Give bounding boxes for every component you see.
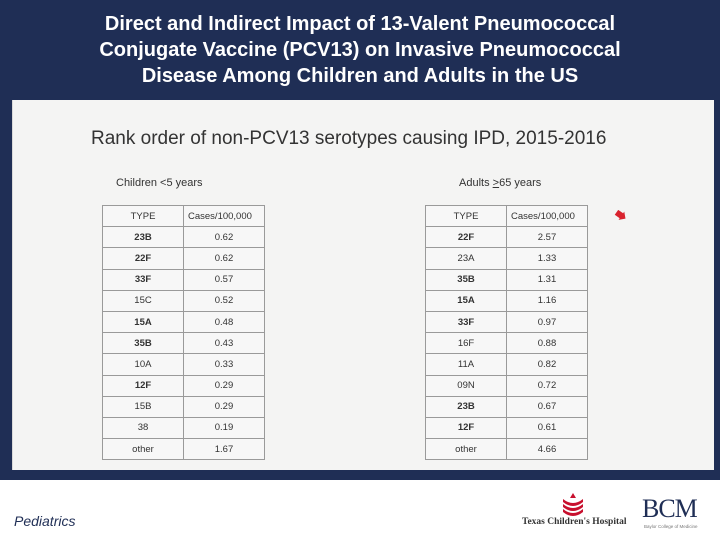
texas-childrens-hospital-logo: Texas Children's Hospital [522, 493, 632, 533]
cases-cell: 0.19 [183, 416, 265, 440]
table-header-row: TYPE Cases/100,000 [425, 204, 588, 228]
content-frame: Rank order of non-PCV13 serotypes causin… [0, 100, 720, 480]
serotype-cell: 15C [102, 289, 184, 312]
serotype-cell: 38 [102, 416, 184, 440]
table-row: 16F 0.88 [425, 332, 588, 355]
bcm-logo-subtext: Baylor College of Medicine [644, 524, 698, 529]
table-row: 35B 0.43 [102, 332, 265, 355]
serotype-cell: 35B [425, 268, 507, 291]
adults-group-label: Adults >65 years [459, 177, 542, 189]
table-row: 15A 0.48 [102, 310, 265, 334]
serotype-cell: 12F [425, 416, 507, 440]
tch-logo-text: Texas Children's Hospital [522, 517, 627, 527]
serotype-cell: other [102, 438, 184, 461]
table-row: 23B 0.67 [425, 395, 588, 418]
table-row: 11A 0.82 [425, 353, 588, 376]
column-header-type: TYPE [425, 204, 507, 228]
cases-cell: 1.16 [506, 289, 588, 312]
table-header-row: TYPE Cases/100,000 [102, 204, 265, 228]
column-header-cases: Cases/100,000 [506, 204, 588, 228]
cases-cell: 0.97 [506, 310, 588, 334]
cases-cell: 0.43 [183, 332, 265, 355]
bcm-logo: BCM Baylor College of Medicine [642, 494, 712, 534]
serotype-cell: 33F [425, 310, 507, 334]
cases-cell: 1.31 [506, 268, 588, 291]
serotype-cell: 15A [102, 310, 184, 334]
table-row: 33F 0.97 [425, 310, 588, 334]
serotype-cell: 33F [102, 268, 184, 291]
children-serotype-table: TYPE Cases/100,000 23B 0.62 22F 0.62 33F 0.57… [102, 204, 265, 461]
cases-cell: 0.29 [183, 395, 265, 418]
red-arrow-icon [614, 210, 626, 220]
cases-cell: 0.62 [183, 247, 265, 270]
cases-cell: 0.29 [183, 374, 265, 397]
cases-cell: 0.52 [183, 289, 265, 312]
serotype-cell: 15A [425, 289, 507, 312]
embedded-slide: Rank order of non-PCV13 serotypes causin… [12, 100, 714, 470]
cases-cell: 1.33 [506, 247, 588, 270]
cases-cell: 0.67 [506, 395, 588, 418]
cases-cell: 2.57 [506, 226, 588, 249]
table-row: 10A 0.33 [102, 353, 265, 376]
slide-title: Direct and Indirect Impact of 13-Valent … [99, 13, 621, 87]
serotype-cell: 11A [425, 353, 507, 376]
table-row: other 4.66 [425, 438, 588, 461]
table-row: 23A 1.33 [425, 247, 588, 270]
cases-cell: 0.88 [506, 332, 588, 355]
table-row: 12F 0.61 [425, 416, 588, 440]
serotype-cell: 16F [425, 332, 507, 355]
table-row: other 1.67 [102, 438, 265, 461]
table-row: 15C 0.52 [102, 289, 265, 312]
embedded-slide-title: Rank order of non-PCV13 serotypes causin… [91, 128, 607, 149]
table-row: 12F 0.29 [102, 374, 265, 397]
serotype-cell: 22F [102, 247, 184, 270]
cases-cell: 0.48 [183, 310, 265, 334]
serotype-cell: 15B [102, 395, 184, 418]
table-row: 15A 1.16 [425, 289, 588, 312]
serotype-cell: 35B [102, 332, 184, 355]
serotype-cell: 22F [425, 226, 507, 249]
serotype-cell: other [425, 438, 507, 461]
cases-cell: 4.66 [506, 438, 588, 461]
serotype-cell: 10A [102, 353, 184, 376]
cases-cell: 0.72 [506, 374, 588, 397]
bcm-logo-letters: BCM [642, 494, 698, 523]
cases-cell: 0.61 [506, 416, 588, 440]
cases-cell: 1.67 [183, 438, 265, 461]
column-header-type: TYPE [102, 204, 184, 228]
tch-emblem-icon [563, 493, 583, 516]
serotype-cell: 12F [102, 374, 184, 397]
column-header-cases: Cases/100,000 [183, 204, 265, 228]
table-row: 22F 2.57 [425, 226, 588, 249]
table-row: 38 0.19 [102, 416, 265, 440]
cases-cell: 0.62 [183, 226, 265, 249]
table-row: 09N 0.72 [425, 374, 588, 397]
adults-serotype-table: TYPE Cases/100,000 22F 2.57 23A 1.33 35B 1.31… [425, 204, 588, 461]
cases-cell: 0.82 [506, 353, 588, 376]
slide-header: Direct and Indirect Impact of 13-Valent … [0, 0, 720, 100]
table-row: 15B 0.29 [102, 395, 265, 418]
table-row: 22F 0.62 [102, 247, 265, 270]
serotype-cell: 09N [425, 374, 507, 397]
serotype-cell: 23A [425, 247, 507, 270]
serotype-cell: 23B [102, 226, 184, 249]
cases-cell: 0.33 [183, 353, 265, 376]
table-row: 33F 0.57 [102, 268, 265, 291]
table-row: 23B 0.62 [102, 226, 265, 249]
cases-cell: 0.57 [183, 268, 265, 291]
serotype-cell: 23B [425, 395, 507, 418]
department-label: Pediatrics [14, 513, 76, 529]
table-row: 35B 1.31 [425, 268, 588, 291]
children-group-label: Children <5 years [116, 177, 203, 189]
